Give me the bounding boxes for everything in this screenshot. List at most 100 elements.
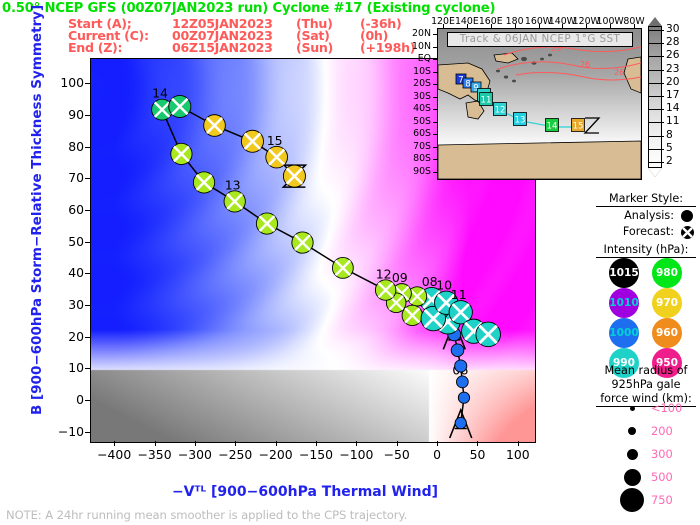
y-tick-mark: [85, 146, 90, 148]
inset-lat-label: 80S: [413, 153, 431, 165]
sst-contour-label: 26: [614, 68, 624, 77]
cps-track-point[interactable]: [192, 171, 216, 194]
cps-track-point[interactable]: [454, 359, 468, 373]
sst-tick-label: 28: [666, 36, 680, 49]
y-tick-label: 100: [60, 75, 84, 91]
inset-marker-square: [571, 118, 585, 132]
forecast-x-icon: [173, 145, 190, 163]
sst-colorbar: [648, 26, 662, 168]
inset-lon-tick: [443, 24, 444, 28]
forecast-marker-icon: [681, 226, 694, 239]
x-tick-mark: [235, 441, 237, 446]
cps-track-point[interactable]: [265, 145, 288, 169]
landmass: [438, 140, 641, 179]
inset-lat-label: 70S: [413, 140, 431, 152]
header-end-time: 06Z15JAN2023: [172, 40, 273, 55]
x-tick-label: 50: [469, 447, 486, 462]
forecast-x-icon: [423, 308, 443, 329]
sst-contour-label: 26: [580, 60, 590, 69]
inset-lon-label: 180: [505, 16, 524, 27]
inset-track-marker[interactable]: 15: [571, 118, 585, 132]
analysis-marker-icon: [681, 210, 693, 222]
inset-lon-label: 80W: [623, 16, 645, 27]
cps-track-point[interactable]: [170, 142, 193, 166]
inset-lat-tick: [433, 172, 437, 173]
sst-tick-mark: [648, 69, 664, 71]
inset-map-layer: 26262626789101112131415: [438, 29, 641, 179]
inset-lon-tick: [562, 24, 564, 28]
y-tick-label: 40: [68, 265, 84, 281]
radius-dot: [629, 405, 635, 411]
inset-marker-label: 8: [465, 80, 470, 90]
radius-dot-label: 750: [651, 493, 673, 507]
inset-lon-label: 160W: [524, 16, 553, 27]
forecast-x-icon: [243, 132, 262, 150]
sst-contour: [497, 61, 641, 70]
inset-lon-label: 120W: [572, 16, 600, 27]
y-tick-mark: [85, 178, 90, 180]
cps-track-point[interactable]: [291, 231, 314, 254]
cps-track-point[interactable]: [450, 343, 465, 357]
colorbar-top-arrow: [648, 17, 662, 26]
cps-track-point[interactable]: [374, 279, 397, 301]
x-tick-label: −300: [177, 447, 212, 462]
day-label: 15: [267, 133, 283, 148]
inset-track-marker[interactable]: 12: [493, 102, 507, 116]
inset-track-marker[interactable]: 13: [513, 112, 527, 126]
cps-track-point[interactable]: [203, 114, 226, 137]
cps-track-point[interactable]: [401, 304, 423, 327]
cps-track-point[interactable]: [456, 375, 469, 389]
radius-dot: [620, 488, 644, 512]
legend-radius-heading-1: Mean radius of: [604, 364, 688, 377]
inset-title-box: [447, 32, 633, 47]
island: [540, 57, 544, 61]
header-row-current: Current (C): 00Z07JAN2023 (Sat) (0h): [68, 28, 388, 43]
inset-marker-label: 9: [473, 84, 478, 94]
inset-marker-square: [470, 81, 482, 93]
cps-track-point[interactable]: [255, 212, 279, 235]
header-start-label: Start (A);: [68, 16, 132, 31]
x-tick-label: 100: [506, 447, 530, 462]
intensity-swatch: [609, 318, 639, 348]
inset-lat-label: 90S: [413, 166, 431, 177]
inset-lat-tick: [433, 71, 437, 73]
inset-marker-square: [493, 102, 507, 116]
inset-track-marker[interactable]: 11: [479, 92, 493, 106]
sst-tick-mark: [648, 135, 664, 137]
header-current-day: (Sat): [296, 28, 330, 43]
cps-track-point[interactable]: [223, 190, 246, 213]
cps-track-point[interactable]: [475, 321, 501, 348]
inset-lat-label: 20S: [413, 78, 431, 90]
y-tick-label: 20: [68, 328, 84, 344]
x-tick-mark: [517, 441, 519, 446]
sst-tick-label: 26: [666, 49, 680, 62]
cps-track-point[interactable]: [240, 129, 264, 153]
inset-lat-label: EQ: [417, 53, 431, 65]
cps-track-point[interactable]: [168, 94, 192, 118]
legend-forecast-label: Forecast:: [622, 225, 674, 238]
y-tick-mark: [85, 114, 90, 116]
track-inset-map[interactable]: 26262626789101112131415 Track & 06JAN NC…: [437, 28, 642, 180]
y-tick-mark: [85, 431, 90, 433]
cps-track-point[interactable]: [151, 98, 173, 121]
island: [503, 75, 509, 79]
header-end-label: End (Z):: [68, 40, 123, 55]
x-tick-label: −200: [258, 447, 293, 462]
header-current-time: 00Z07JAN2023: [172, 28, 273, 43]
inset-lon-tick: [514, 24, 516, 28]
inset-marker-label: 13: [515, 116, 526, 126]
x-tick-mark: [114, 441, 116, 446]
radius-dot-label: 200: [651, 424, 673, 438]
sst-tick-label: 30: [666, 23, 680, 35]
cps-track-point[interactable]: [448, 300, 473, 325]
x-tick-mark: [194, 441, 196, 446]
forecast-x-icon: [195, 174, 213, 191]
cps-track-point[interactable]: [331, 257, 354, 279]
cps-track-point[interactable]: [457, 391, 471, 404]
inset-track-marker[interactable]: 9: [470, 81, 482, 94]
cps-track-point[interactable]: [282, 164, 306, 188]
sst-tick-label: 11: [666, 115, 680, 128]
x-tick-mark: [396, 441, 398, 446]
cps-track-point[interactable]: [454, 416, 467, 430]
inset-track-marker[interactable]: 14: [545, 118, 559, 132]
